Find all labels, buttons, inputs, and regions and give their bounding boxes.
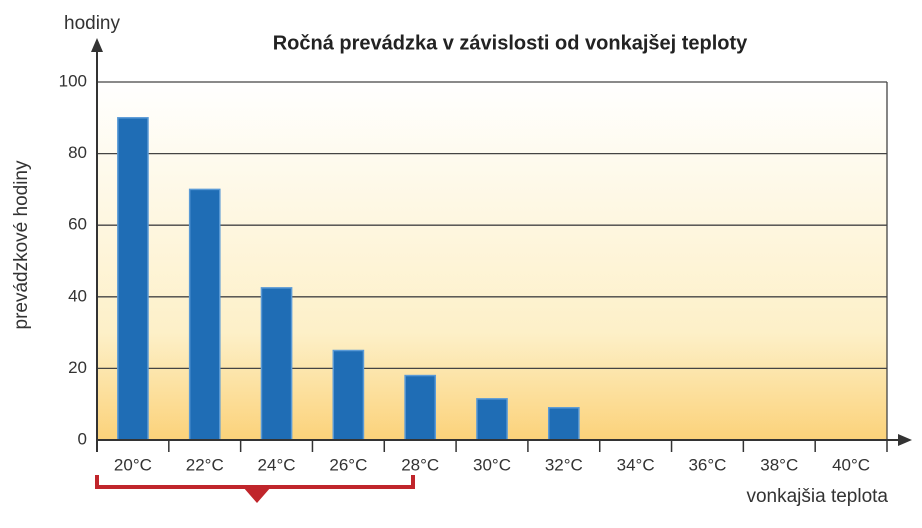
bar [476, 398, 508, 441]
x-axis-label: vonkajšia teplota [746, 486, 888, 507]
x-tick-label: 24°C [258, 455, 296, 474]
plot-background [97, 82, 887, 440]
y-tick-label: 60 [68, 215, 87, 234]
range-bracket [95, 475, 415, 489]
x-tick-label: 32°C [545, 455, 583, 474]
y-tick-label: 0 [78, 429, 87, 448]
x-tick-label: 20°C [114, 455, 152, 474]
y-axis-label: prevádzkové hodiny [11, 160, 32, 329]
x-tick-label: 30°C [473, 455, 511, 474]
bar [332, 349, 365, 441]
chart-title: Ročná prevádzka v závislosti od vonkajše… [273, 32, 748, 54]
x-tick-label: 28°C [401, 455, 439, 474]
y-tick-label: 40 [68, 286, 87, 305]
x-tick-label: 34°C [617, 455, 655, 474]
bar [260, 287, 293, 441]
x-tick-label: 26°C [329, 455, 367, 474]
bar [404, 374, 437, 441]
y-axis-top-label: hodiny [64, 13, 120, 34]
x-tick-label: 22°C [186, 455, 224, 474]
bar [188, 188, 221, 441]
bar [547, 407, 580, 441]
x-tick-label: 36°C [688, 455, 726, 474]
x-axis-arrow [898, 434, 912, 446]
y-tick-label: 20 [68, 358, 87, 377]
bar [117, 117, 149, 441]
y-tick-label: 100 [59, 71, 87, 90]
y-axis-arrow [91, 38, 103, 52]
plot: 0 20 40 60 80 100 20°C 22°C 24°C 26°C 28°C 30°C 32°C… [59, 71, 888, 474]
x-tick-label: 38°C [760, 455, 798, 474]
x-tick-label: 40°C [832, 455, 870, 474]
range-bracket-pointer [243, 487, 271, 503]
y-tick-label: 80 [68, 143, 87, 162]
